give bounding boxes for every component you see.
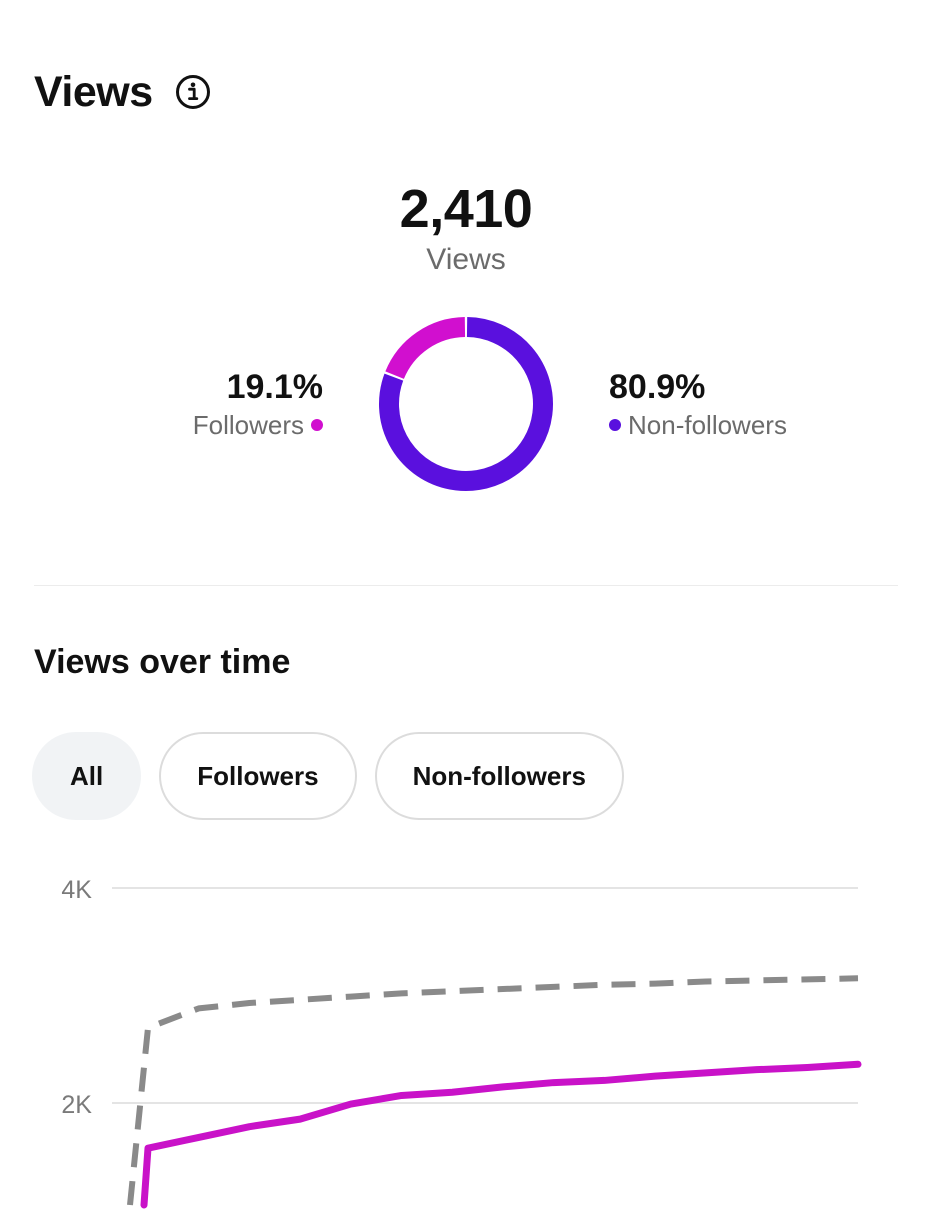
views-over-time-chart: 4K 2K: [61, 876, 862, 1209]
donut-slice-followers: [385, 317, 466, 380]
series-line-dashed: [127, 975, 859, 1206]
followers-dot: [311, 419, 323, 431]
donut-svg: [379, 317, 553, 491]
non-followers-legend: 80.9% Non-followers: [609, 366, 787, 442]
followers-legend-label: Followers: [192, 410, 304, 440]
followers-percent: 19.1%: [226, 368, 323, 406]
non-followers-legend-row: Non-followers: [609, 408, 787, 442]
total-views-label: Views: [426, 243, 506, 276]
filter-pills: All Followers Non-followers: [32, 732, 624, 820]
info-icon[interactable]: [175, 74, 211, 110]
views-over-time-title: Views over time: [34, 643, 291, 681]
filter-followers[interactable]: Followers: [159, 732, 357, 820]
y-tick-label-2K: 2K: [61, 1091, 92, 1119]
views-header: Views: [34, 60, 211, 124]
total-views-value: 2,410: [399, 179, 533, 239]
filter-all[interactable]: All: [32, 732, 142, 820]
series-line-solid: [140, 1060, 862, 1209]
views-summary: 2,410 Views: [0, 178, 932, 280]
non-followers-legend-label: Non-followers: [628, 410, 787, 440]
followers-legend-row: Followers: [193, 408, 323, 442]
section-divider: [34, 585, 898, 586]
donut-slice-non-followers: [379, 317, 553, 491]
non-followers-percent: 80.9%: [609, 368, 706, 406]
views-donut-chart: [376, 314, 556, 494]
non-followers-dot: [609, 419, 621, 431]
followers-legend: 19.1% Followers: [193, 366, 323, 442]
filter-non-followers[interactable]: Non-followers: [374, 732, 624, 820]
page-title: Views: [34, 67, 153, 116]
y-tick-label-4K: 4K: [61, 876, 92, 904]
